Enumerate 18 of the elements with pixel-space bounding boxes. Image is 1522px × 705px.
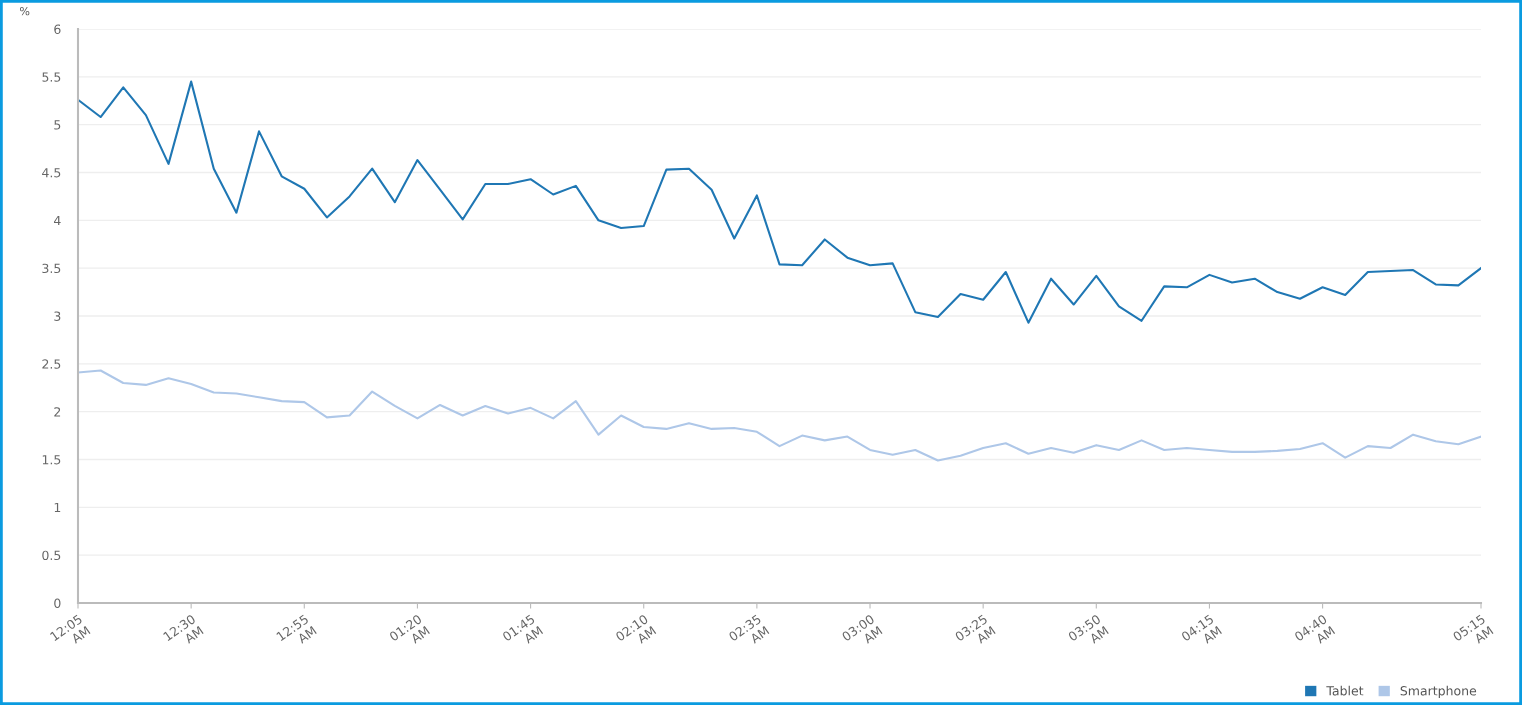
y-tick-label: 4 bbox=[53, 215, 61, 226]
y-tick-label: 3.5 bbox=[42, 263, 61, 274]
y-tick-label: 0 bbox=[54, 598, 61, 608]
y-tick-label: 5 bbox=[54, 120, 61, 130]
y-tick-label: 2 bbox=[54, 407, 61, 417]
y-tick-label: 1.5 bbox=[42, 455, 61, 465]
y-tick-label: 5.5 bbox=[42, 72, 61, 82]
y-tick-label: 4.5 bbox=[42, 168, 61, 178]
y-tick-label: 0.5 bbox=[42, 550, 61, 561]
line-series bbox=[78, 369, 1481, 462]
y-axis-title: % bbox=[20, 6, 30, 16]
y-tick-label: 3 bbox=[54, 311, 61, 321]
y-tick-label: 1 bbox=[54, 502, 61, 513]
y-tick-label: 2.5 bbox=[42, 359, 61, 369]
legend-label: Tablet bbox=[1326, 685, 1364, 696]
y-tick-label: 6 bbox=[54, 24, 61, 34]
legend-label: Smartphone bbox=[1400, 685, 1477, 698]
line-series bbox=[78, 80, 1481, 324]
